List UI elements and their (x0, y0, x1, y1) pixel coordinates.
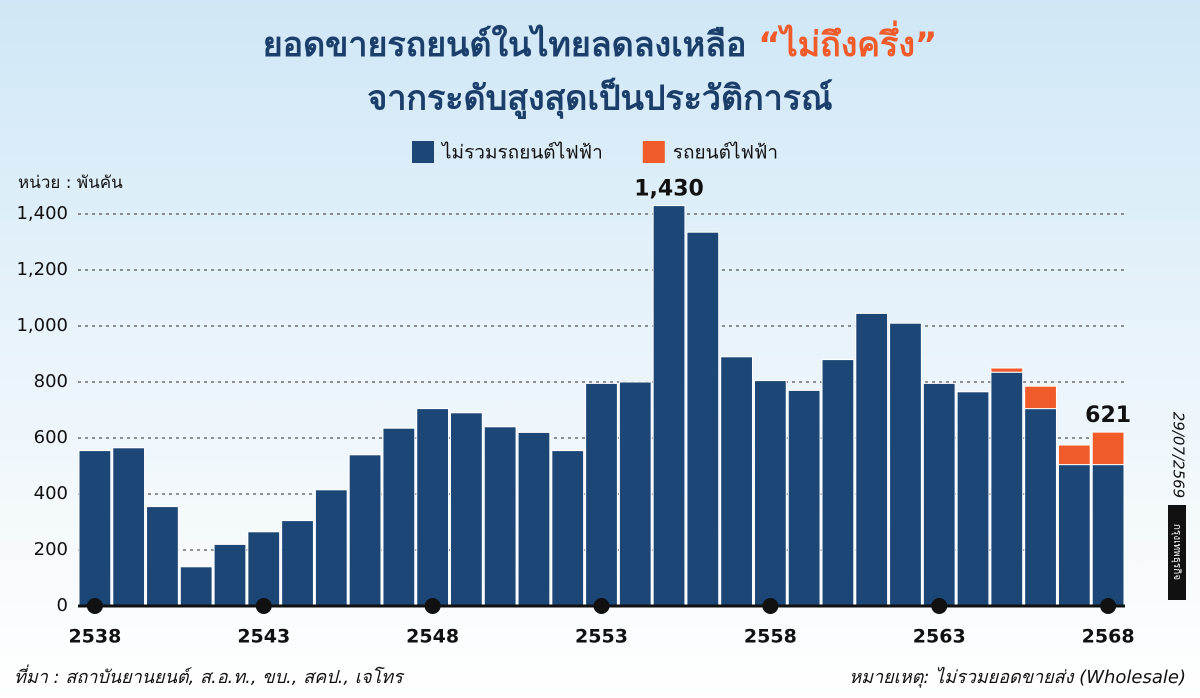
plot: 0 200 400 600 800 1,000 1,200 1,400 ไม่รวมรถยนต์… (16, 141, 1135, 648)
bar (956, 391, 990, 607)
bar (753, 380, 787, 607)
legend-swatch (412, 141, 434, 163)
annotation: 621 (1085, 403, 1131, 428)
y-axis-label: หน่วย : พันคัน (18, 173, 123, 193)
brand-box (1168, 505, 1186, 600)
y-tick-label: 1,200 (16, 259, 68, 280)
y-tick-label: 800 (34, 371, 68, 392)
bar (855, 312, 889, 607)
x-tick-label: 2543 (237, 626, 290, 648)
bar (1057, 444, 1091, 466)
x-tick-dot (762, 598, 779, 614)
chart-title: ยอดขายรถยนต์ในไทยลดลงเหลือ “ไม่ถึงครึ่ง” (263, 20, 938, 65)
bar (146, 506, 179, 607)
bar (821, 359, 855, 607)
bar (787, 389, 821, 607)
note: หมายเหตุ: ไม่รวมยอดขายส่ง (Wholesale) (849, 666, 1186, 688)
title-highlight: “ไม่ถึงครึ่ง” (758, 20, 937, 65)
bar (922, 382, 956, 607)
x-tick-dot (931, 598, 948, 614)
bar (652, 205, 686, 607)
bar (348, 454, 382, 607)
y-tick-label: 1,400 (16, 203, 68, 224)
x-tick-dot (424, 598, 441, 614)
bar (314, 489, 348, 607)
legend-label: รถยนต์ไฟฟ้า (673, 142, 778, 164)
x-tick-label: 2568 (1082, 626, 1135, 648)
x-tick-dot (1100, 598, 1117, 614)
bar (281, 520, 314, 607)
x-tick-dot (255, 598, 272, 614)
bar (618, 381, 652, 607)
chart-subtitle: จากระดับสูงสุดเป็นประวัติการณ์ (367, 77, 832, 120)
x-tick-label: 2538 (68, 626, 121, 648)
source: ที่มา : สถาบันยานยนต์, ส.อ.ท., ขบ., สคป.… (14, 664, 405, 688)
bar (416, 408, 450, 607)
bar (1091, 431, 1125, 466)
bar (382, 427, 416, 607)
bar (720, 356, 753, 607)
bar (450, 412, 483, 607)
y-tick-label: 1,000 (16, 315, 68, 336)
bar (213, 543, 247, 607)
bar (990, 367, 1024, 373)
y-tick-label: 600 (34, 427, 68, 448)
bar (78, 450, 112, 607)
title-text: ยอดขายรถยนต์ในไทยลดลงเหลือ (263, 24, 759, 65)
y-tick-label: 0 (57, 595, 68, 616)
bar (990, 371, 1024, 607)
bar (889, 322, 922, 607)
bar (585, 382, 618, 607)
bar (1024, 408, 1057, 607)
y-tick-label: 400 (34, 483, 68, 504)
y-tick-label: 200 (34, 539, 68, 560)
bar (1024, 385, 1057, 410)
x-tick-dot (86, 598, 103, 614)
legend-label: ไม่รวมรถยนต์ไฟฟ้า (440, 142, 603, 164)
legend-swatch (642, 141, 665, 163)
x-tick-label: 2553 (575, 626, 628, 648)
x-tick-label: 2558 (744, 626, 797, 648)
brand: กรุงเทพธุรกิจ (1171, 524, 1182, 580)
bar (517, 431, 551, 607)
bar (1057, 464, 1091, 607)
bar (686, 231, 720, 607)
x-tick-label: 2548 (406, 626, 459, 648)
x-tick-label: 2563 (913, 626, 966, 648)
bar (1091, 464, 1125, 607)
annotation: 1,430 (634, 177, 704, 202)
bar (179, 566, 213, 607)
date: 29/07/2569 (1170, 412, 1188, 498)
x-tick-dot (593, 598, 610, 614)
bar (483, 426, 517, 607)
bar (247, 531, 281, 607)
bar (551, 450, 585, 607)
bar (112, 447, 146, 607)
